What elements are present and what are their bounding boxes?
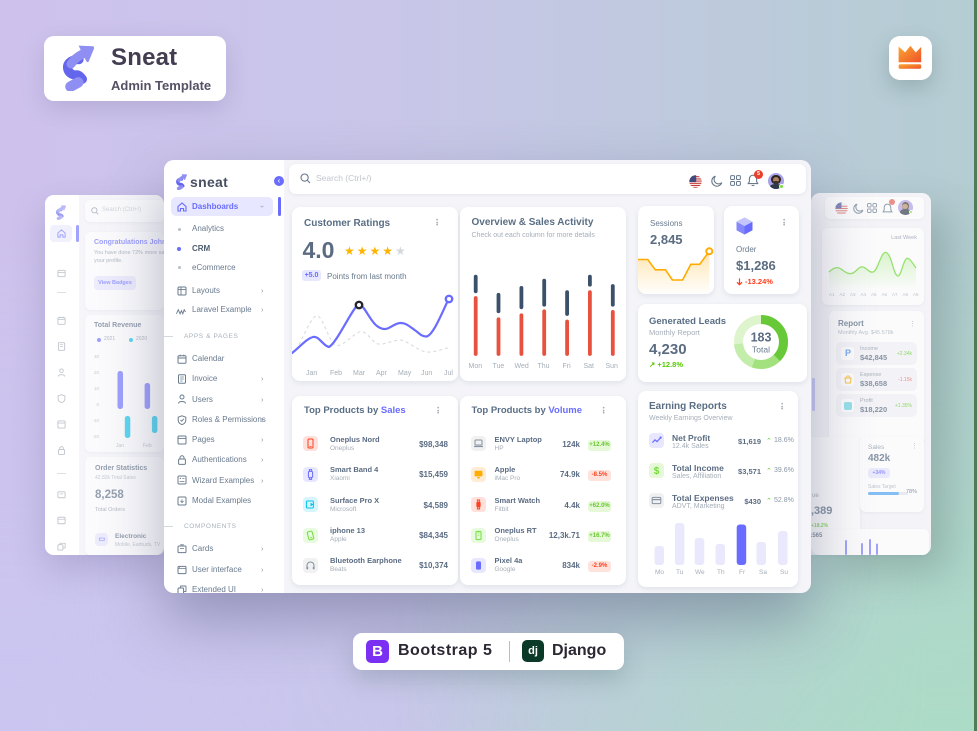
svg-text:Total: Total [752, 344, 770, 354]
svg-text:183: 183 [751, 330, 772, 344]
svg-text:$: $ [654, 466, 660, 477]
